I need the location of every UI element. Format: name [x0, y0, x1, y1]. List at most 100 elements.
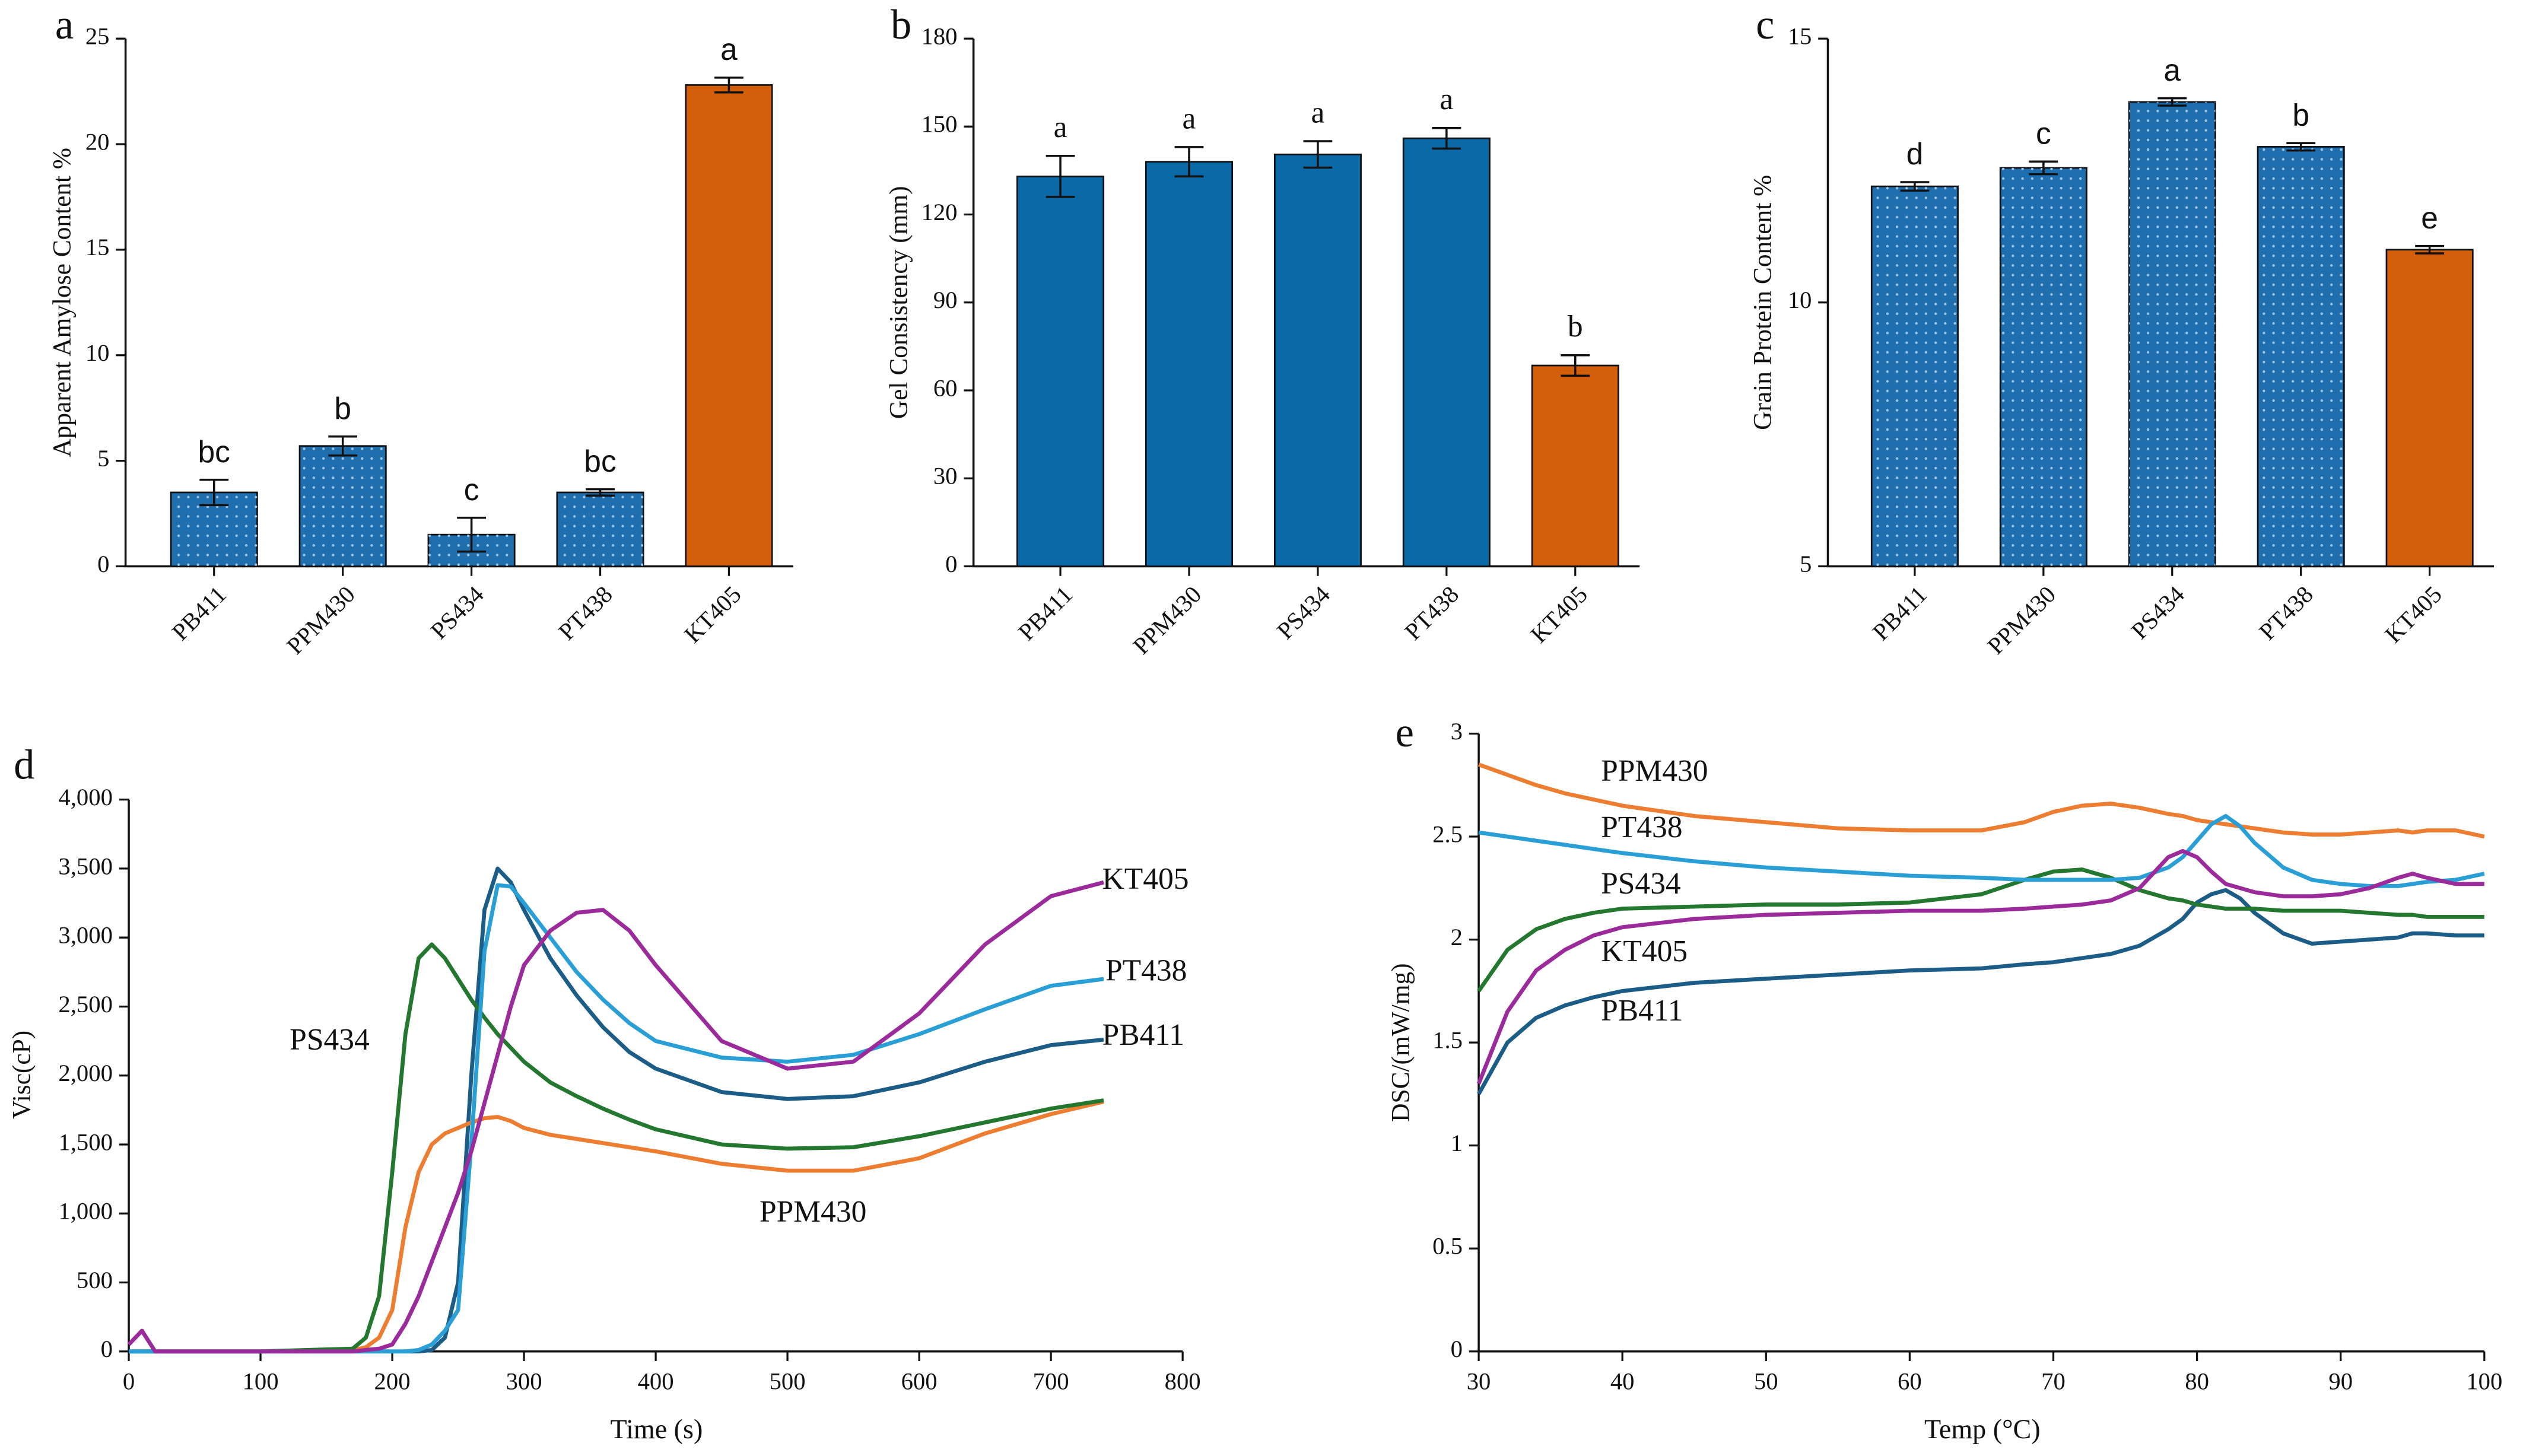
significance-letter: c [2036, 116, 2051, 151]
x-tick-label: KT405 [2380, 581, 2447, 648]
x-tick-label: PB411 [1013, 581, 1078, 646]
significance-letter: d [1906, 136, 1924, 171]
y-axis-title: Grain Protein Content % [1749, 175, 1777, 430]
x-tick-label: 100 [243, 1368, 279, 1394]
y-tick-label: 0 [101, 1336, 113, 1362]
significance-letter: a [1183, 101, 1196, 135]
error-bar [1046, 154, 1075, 198]
x-tick-label: 50 [1754, 1368, 1778, 1394]
error-bar [2029, 160, 2058, 176]
x-tick-label: PS434 [1272, 581, 1335, 644]
x-tick-label: 300 [506, 1368, 542, 1394]
error-bar [586, 488, 615, 497]
x-tick-label: PS434 [425, 581, 489, 644]
panel: c Grain Protein Content % 5 10 15 d PB411 c PPM4… [1749, 2, 2495, 659]
x-tick-label: 700 [1033, 1368, 1069, 1394]
error-bar [2286, 142, 2316, 152]
x-tick-label: 60 [1898, 1368, 1922, 1394]
axis-line [128, 799, 1183, 1353]
y-tick-label: 4,000 [58, 784, 112, 810]
panel: d Visc(cP) 0 500 1,000 1,500 2,000 2,500 3,000 3,… [8, 742, 1201, 1444]
y-axis-title: DSC/(mW/mg) [1387, 963, 1415, 1121]
series-line [1477, 867, 2484, 993]
error-bar [2415, 244, 2445, 255]
series-label: KT405 [1601, 934, 1688, 968]
x-tick-label: PPM430 [1128, 581, 1206, 659]
y-axis-title: Visc(cP) [8, 1031, 36, 1119]
significance-letter: c [464, 472, 479, 507]
y-tick-label: 10 [1788, 287, 1812, 313]
series-label: PPM430 [760, 1195, 866, 1229]
y-tick-label: 3,000 [58, 922, 112, 949]
significance-letter: a [2163, 53, 2181, 87]
significance-letter: a [720, 32, 738, 66]
x-tick-label: PT438 [1400, 581, 1464, 645]
bar [1145, 161, 1234, 567]
y-tick-label: 90 [933, 287, 958, 313]
bar-pattern [557, 492, 644, 567]
significance-letter: b [2292, 97, 2309, 132]
y-tick-label: 0 [97, 551, 109, 577]
x-tick-label: 100 [2466, 1368, 2502, 1394]
series-label: PB411 [1601, 994, 1683, 1028]
series-line [129, 1099, 1104, 1354]
bar [1273, 153, 1362, 567]
y-tick-label: 2 [1451, 924, 1463, 950]
x-tick-label: PB411 [1867, 581, 1932, 646]
x-tick-label: KT405 [679, 581, 746, 648]
panel-letter: c [1756, 2, 1774, 48]
series-line [129, 866, 1104, 1354]
bar [1402, 137, 1491, 567]
y-tick-label: 15 [1788, 23, 1812, 49]
series-label: PS434 [1601, 867, 1681, 901]
y-tick-label: 60 [933, 374, 958, 401]
error-bar [1432, 127, 1461, 150]
series-line [1477, 762, 2485, 839]
x-axis-title: Time (s) [611, 1414, 703, 1444]
error-bar [1561, 354, 1590, 377]
x-tick-label: 400 [638, 1368, 674, 1394]
y-tick-label: 3 [1451, 718, 1463, 745]
error-bar [457, 516, 487, 553]
error-bar [1900, 181, 1930, 192]
series-label: PPM430 [1601, 754, 1708, 788]
error-bar [199, 478, 229, 507]
y-tick-label: 120 [922, 199, 958, 225]
significance-letter: bc [198, 434, 230, 469]
y-tick-label: 15 [85, 234, 110, 260]
series-label: PS434 [290, 1023, 370, 1057]
y-tick-label: 20 [85, 128, 110, 155]
panel: e DSC/(mW/mg) 0 0.5 1 1.5 2 2.5 3 30 40 50 60 70 80 90 1… [1387, 710, 2503, 1444]
x-tick-label: 30 [1467, 1368, 1491, 1394]
x-tick-label: 0 [123, 1368, 135, 1394]
x-tick-label: 200 [374, 1368, 411, 1394]
y-tick-label: 1.5 [1432, 1026, 1463, 1053]
series-label: PT438 [1601, 810, 1682, 844]
x-tick-label: 80 [2185, 1368, 2209, 1394]
bar [1016, 175, 1105, 567]
x-tick-label: PB411 [167, 581, 231, 646]
series-label: PB411 [1102, 1018, 1184, 1052]
x-tick-label: 40 [1610, 1368, 1635, 1394]
series-line [127, 880, 1104, 1354]
significance-letter: bc [584, 444, 616, 478]
y-tick-label: 10 [85, 339, 110, 366]
y-tick-label: 2.5 [1432, 821, 1463, 847]
error-bar [714, 77, 743, 94]
error-bar [1303, 140, 1333, 169]
y-tick-label: 25 [85, 23, 110, 49]
series-label: KT405 [1102, 862, 1189, 896]
y-tick-label: 0 [945, 551, 957, 577]
bar [685, 84, 773, 567]
series-label: PT438 [1105, 953, 1187, 987]
bar [1531, 364, 1619, 567]
x-tick-label: PPM430 [1982, 581, 2061, 659]
y-tick-label: 2,500 [58, 991, 112, 1018]
x-axis-title: Temp (°C) [1924, 1414, 2041, 1444]
y-tick-label: 0.5 [1432, 1233, 1463, 1260]
series-line [129, 883, 1104, 1354]
x-tick-label: PS434 [2126, 581, 2190, 644]
significance-letter: e [2421, 201, 2438, 235]
